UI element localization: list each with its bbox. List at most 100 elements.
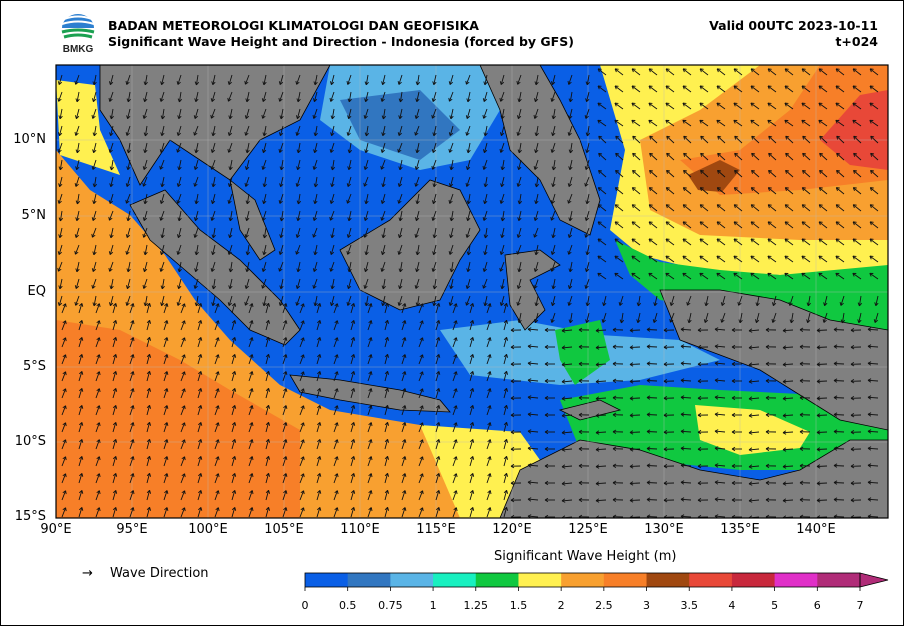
wave-arrow-head: [665, 238, 670, 243]
wave-arrow-head: [612, 378, 617, 383]
wave-arrow-head: [833, 327, 838, 332]
wave-arrow-head: [754, 319, 760, 324]
wave-arrow: [682, 238, 692, 246]
wave-arrow-head: [499, 199, 504, 204]
wave-arrow: [699, 255, 709, 263]
wave-arrow: [197, 456, 202, 467]
wave-arrow-head: [631, 255, 636, 260]
wave-arrow-head: [819, 135, 824, 140]
wave-arrow-head: [146, 319, 152, 324]
wave-arrow: [552, 227, 556, 238]
wave-arrow-head: [731, 429, 736, 435]
wave-arrow-head: [74, 285, 80, 289]
wave-arrow-head: [716, 238, 721, 243]
wave-arrow-head: [313, 302, 318, 307]
wave-arrow: [569, 159, 573, 170]
wave-arrow: [784, 238, 794, 246]
wave-arrow-head: [466, 251, 472, 256]
wave-arrow: [296, 125, 301, 136]
wave-arrow: [818, 119, 828, 127]
wave-arrow: [501, 159, 505, 170]
wave-arrow: [517, 278, 522, 289]
wave-arrow: [714, 345, 726, 348]
wave-arrow-head: [499, 132, 505, 137]
wave-arrow-head: [265, 489, 271, 494]
wave-arrow: [195, 193, 199, 204]
wave-arrow-head: [109, 132, 114, 137]
wave-arrow: [748, 414, 760, 417]
wave-arrow: [867, 362, 879, 365]
wave-arrow: [401, 405, 406, 416]
wave-arrow-head: [419, 320, 424, 325]
lon-label-100e: 100°E: [188, 522, 228, 537]
wave-arrow: [418, 473, 424, 484]
wave-arrow: [561, 465, 573, 468]
wave-arrow-head: [716, 187, 721, 192]
wave-arrow-head: [697, 344, 702, 350]
wave-arrow: [734, 170, 743, 178]
wave-arrow: [648, 85, 658, 93]
wave-arrow-head: [465, 115, 471, 119]
wave-arrow: [595, 346, 607, 349]
wave-arrow: [282, 422, 287, 433]
wave-arrow-head: [265, 387, 271, 392]
wave-arrow: [330, 193, 335, 204]
wave-arrow: [265, 388, 270, 399]
wave-arrow-head: [193, 182, 198, 187]
wave-arrow: [680, 345, 692, 348]
wave-arrow: [767, 85, 777, 93]
wave-arrow: [248, 439, 253, 450]
wave-arrow: [767, 68, 777, 76]
wave-arrow: [614, 255, 624, 263]
wave-arrow: [552, 176, 556, 187]
wave-arrow: [586, 312, 590, 323]
wave-arrow-head: [648, 221, 653, 226]
wave-arrow-head: [568, 98, 573, 103]
wave-arrow: [282, 456, 287, 467]
wave-arrow-head: [850, 464, 855, 469]
wave-arrow-head: [784, 255, 789, 260]
wave-arrow: [146, 439, 151, 450]
wave-arrow-head: [784, 238, 789, 243]
wave-arrow-head: [58, 183, 63, 188]
wave-arrow-head: [245, 200, 250, 205]
wave-arrow: [112, 303, 117, 314]
wave-arrow: [313, 210, 318, 221]
wave-arrow: [466, 108, 471, 119]
wave-arrow: [214, 422, 219, 433]
wave-arrow-head: [801, 255, 806, 260]
wave-arrow: [384, 388, 389, 399]
wave-arrow-head: [765, 327, 770, 333]
colorbar-tick-label: 1.25: [463, 599, 489, 612]
wave-arrow: [585, 278, 590, 289]
wave-arrow-head: [453, 303, 458, 308]
wave-arrow: [231, 473, 236, 484]
wave-arrow: [597, 119, 607, 127]
wave-arrow-head: [867, 412, 872, 417]
wave-arrow-head: [197, 303, 203, 307]
wave-arrow-head: [816, 447, 821, 452]
wave-arrow-head: [62, 422, 67, 427]
wave-arrow-head: [164, 354, 169, 359]
wave-arrow: [245, 125, 250, 136]
wave-arrow-head: [62, 490, 67, 495]
wave-arrow-head: [215, 456, 220, 461]
wave-arrow: [126, 125, 131, 136]
wave-arrow-head: [567, 250, 572, 255]
wave-arrow-head: [666, 169, 670, 174]
wave-arrow: [163, 422, 168, 433]
wave-arrow: [486, 456, 491, 467]
wave-arrow: [333, 456, 338, 467]
wave-arrow: [646, 465, 658, 467]
wave-arrow: [92, 261, 97, 272]
wave-arrow-head: [96, 456, 101, 461]
wave-arrow-head: [771, 318, 776, 323]
wave-arrow: [568, 244, 573, 255]
wave-arrow-head: [296, 217, 301, 222]
wave-arrow-head: [482, 98, 488, 102]
wave-arrow-head: [249, 456, 254, 461]
wave-arrow: [551, 193, 556, 204]
wave-arrow-head: [164, 303, 169, 308]
wave-arrow: [646, 380, 658, 382]
wave-arrow-head: [578, 378, 583, 384]
